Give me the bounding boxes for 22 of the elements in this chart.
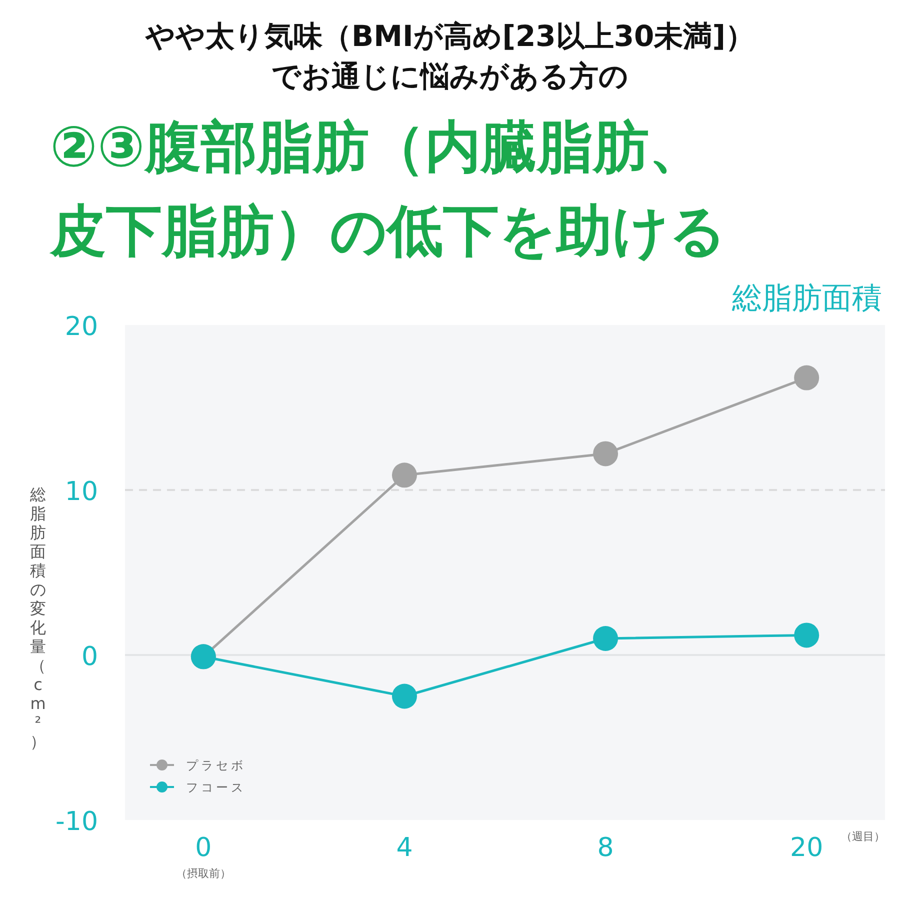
point [794,622,820,648]
x-tick-label: 20 [790,833,824,863]
y-tick-label: 10 [64,477,98,507]
point [392,684,417,709]
x-axis-title: （週目） [841,830,885,843]
point [593,626,618,651]
x-tick-label: 8 [597,833,614,863]
y-tick-label: 20 [64,312,98,342]
point [794,365,820,390]
y-tick-label: 0 [81,642,98,672]
point [593,441,618,466]
text: 総脂肪面積 [731,281,882,316]
x-tick-label: 4 [396,833,413,863]
chart-subtitle: ②③腹部脂肪（内臓脂肪、皮下脂肪）の低下を助ける [50,114,727,266]
chart-title: やや太り気味（BMIが高め[23以上30未満]）でお通じに悩みがある方の [144,18,756,95]
text: （摂取前） [176,867,231,880]
text: 総脂肪面積の変化量（cm²） [30,485,46,751]
point [392,462,417,488]
x-tick-label: 0 [195,833,212,863]
legend-label: プラセボ [186,758,246,772]
legend-label: フコース [186,780,246,794]
y-tick-label: -10 [56,807,98,837]
